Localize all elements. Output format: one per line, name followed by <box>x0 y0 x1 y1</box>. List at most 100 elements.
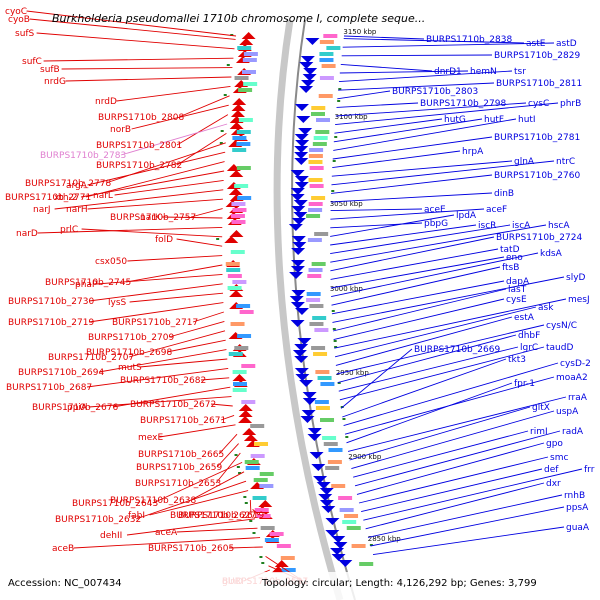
left-gene-label: BURPS1710b_2671 <box>140 416 226 426</box>
right-feature-block <box>351 544 366 548</box>
right-feature-block <box>338 496 353 500</box>
right-feature-block <box>342 520 357 524</box>
left-feature-block <box>231 202 246 206</box>
right-gene-label: mesJ <box>568 295 590 305</box>
left-marker <box>236 466 240 468</box>
right-marker <box>337 382 341 384</box>
right-gene-arrow <box>303 68 318 75</box>
left-leader-line <box>114 179 224 196</box>
right-gene-arrow <box>319 488 334 495</box>
right-feature-block <box>315 370 330 374</box>
right-gene-arrow <box>305 38 320 45</box>
left-feature-block <box>234 184 249 188</box>
right-gene-arrow <box>325 530 340 537</box>
left-leader-line <box>26 10 237 37</box>
right-leader-line <box>332 288 507 332</box>
right-gene-arrow <box>331 536 346 543</box>
right-feature-block <box>339 508 354 512</box>
right-leader-line <box>330 192 493 203</box>
right-leader-line <box>330 236 495 272</box>
right-gene-label: tatD <box>500 245 520 255</box>
right-gene-arrow <box>299 380 314 387</box>
right-feature-block <box>312 142 327 146</box>
right-feature-block <box>308 268 323 272</box>
right-leader-line <box>351 410 555 470</box>
right-gene-label: BURPS1710b_2760 <box>494 171 580 181</box>
right-gene-arrow <box>291 248 306 255</box>
left-gene-label: BURPS1710b_2771 <box>5 193 91 203</box>
right-feature-block <box>326 46 341 50</box>
right-gene-label: BURPS1710b_2669 <box>414 345 500 355</box>
right-leader-line <box>347 396 567 452</box>
right-gene-label: frr <box>584 465 595 475</box>
kbp-label-bg <box>365 534 410 543</box>
right-gene-arrow <box>291 218 306 225</box>
right-feature-block <box>331 484 346 488</box>
right-gene-arrow <box>294 344 309 351</box>
right-feature-block <box>308 208 323 212</box>
right-gene-arrow <box>313 476 328 483</box>
left-leader-line <box>116 85 231 102</box>
left-gene-label: csx050 <box>95 257 127 267</box>
left-marker <box>243 496 247 498</box>
right-feature-block <box>323 34 338 38</box>
left-feature-block <box>227 286 242 290</box>
left-leader-line <box>127 255 223 262</box>
right-gene-arrow <box>309 452 324 459</box>
left-gene-arrow <box>242 428 257 435</box>
left-gene-arrow <box>231 104 246 111</box>
right-gene-label: aceE <box>424 205 446 215</box>
right-gene-arrow <box>300 56 315 63</box>
left-feature-block <box>259 472 274 476</box>
left-feature-block <box>242 58 257 62</box>
left-marker <box>244 502 248 504</box>
left-leader-line <box>128 330 226 358</box>
left-gene-label: argA <box>66 181 88 191</box>
right-gene-arrow <box>288 224 303 231</box>
right-leader-line <box>334 306 537 358</box>
right-gene-arrow <box>311 464 326 471</box>
right-gene-label: cysE <box>506 295 527 305</box>
left-feature-block <box>238 118 253 122</box>
left-leader-line <box>176 527 258 533</box>
right-gene-arrow <box>316 482 331 489</box>
right-gene-arrow <box>291 206 306 213</box>
right-feature-block <box>308 154 323 158</box>
left-leader-line <box>159 424 236 438</box>
left-gene-label: BURPS1710b_2665 <box>138 450 224 460</box>
right-leader-line <box>330 256 505 289</box>
left-leader-line <box>43 57 234 62</box>
left-leader-line <box>216 443 239 468</box>
left-feature-block <box>230 214 245 218</box>
left-leader-line <box>87 151 226 186</box>
left-leader-line <box>190 471 245 501</box>
left-gene-label: aceB <box>52 544 74 554</box>
left-feature-block <box>243 52 258 56</box>
right-feature-block <box>319 58 334 62</box>
right-leader-line <box>370 506 565 547</box>
right-gene-arrow <box>292 350 307 357</box>
left-gene-label: BURPS1710b_2783 <box>40 151 126 161</box>
kbp-label-bg <box>327 284 372 293</box>
right-leader-line <box>342 42 555 48</box>
right-gene-arrow <box>307 434 322 441</box>
left-gene-arrow <box>238 404 253 411</box>
left-gene-label: xth-2 <box>54 193 78 203</box>
right-leader-line <box>333 118 517 151</box>
left-marker <box>261 562 265 564</box>
left-marker <box>216 238 220 240</box>
left-gene-label: mutS <box>118 363 142 373</box>
right-marker <box>334 346 338 348</box>
right-marker <box>332 328 336 330</box>
right-leader-line <box>335 102 559 126</box>
right-gene-label: dxr <box>546 479 561 489</box>
left-gene-arrow <box>229 290 244 297</box>
right-gene-label: astE <box>526 39 546 49</box>
right-leader-line <box>333 118 483 143</box>
kbp-label: 2950 kbp <box>336 369 370 377</box>
left-gene-label: mexE <box>138 433 163 443</box>
right-gene-label: BURPS1710b_2803 <box>392 87 478 97</box>
right-feature-block <box>306 214 321 218</box>
left-feature-block <box>234 76 249 80</box>
right-marker <box>338 88 342 90</box>
